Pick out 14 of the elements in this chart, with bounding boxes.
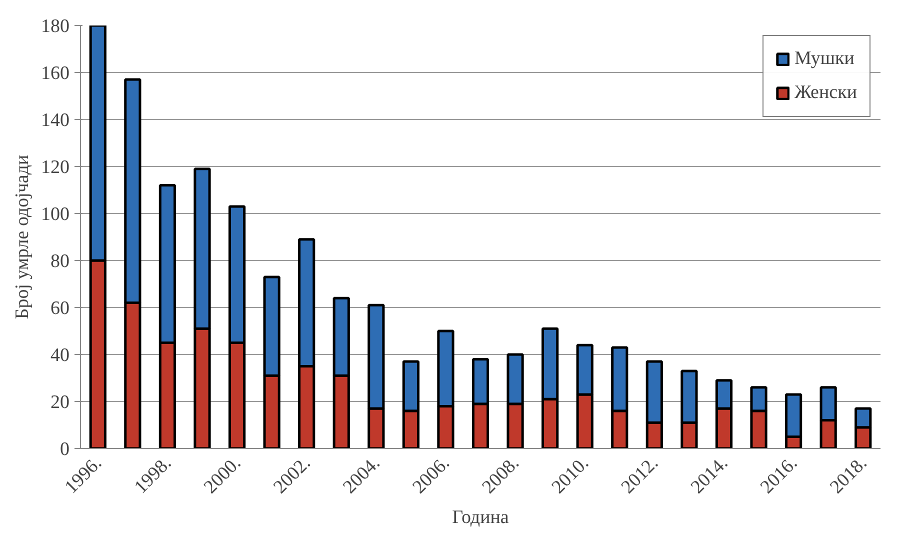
x-axis-title: Година [452,506,510,528]
y-tick-label: 20 [50,392,70,413]
legend-label: Мушки [794,48,854,70]
y-axis-title: Број умрле одојчади [12,154,33,320]
y-tick-label: 180 [41,16,70,37]
y-tick-label: 120 [41,157,70,178]
y-tick-label: 100 [41,204,70,225]
y-tick-label: 140 [41,110,70,131]
legend-label: Женски [794,82,857,104]
y-tick-label: 160 [41,63,70,84]
y-tick-label: 0 [60,439,70,460]
y-tick-label: 60 [50,298,70,319]
y-tick-label: 40 [50,345,70,366]
y-tick-label: 80 [50,251,70,272]
